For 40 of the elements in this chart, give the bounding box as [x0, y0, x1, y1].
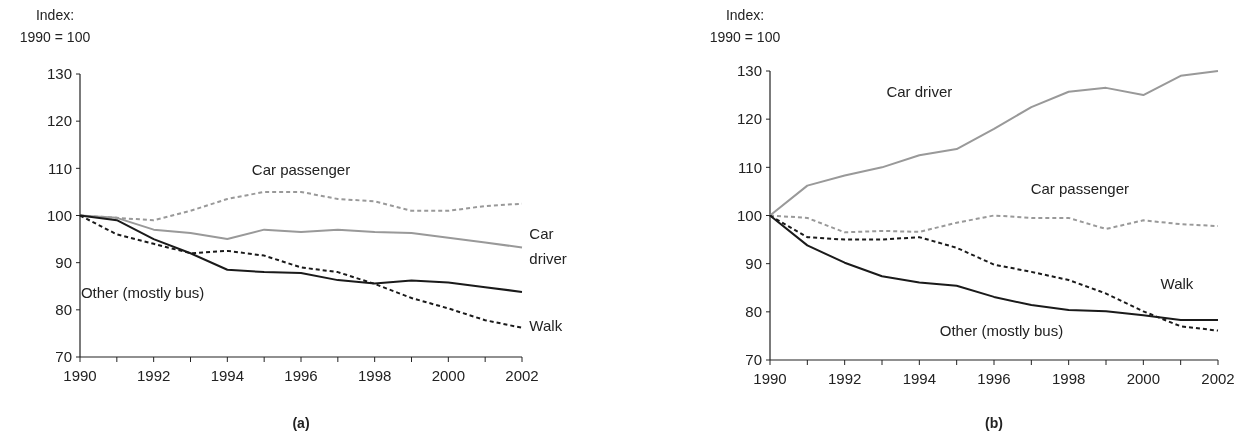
x-tick-label: 2000 [431, 367, 466, 384]
series-label: Walk [1160, 274, 1194, 292]
x-tick-label: 1990 [753, 370, 787, 387]
y-axis-title: Index: 1990 = 100 [19, 7, 91, 45]
text: (a) [292, 415, 310, 431]
text: (b) [985, 415, 1003, 431]
y-tick-label: 100 [736, 206, 762, 224]
y-tick-label: 110 [738, 158, 762, 176]
x-tick-label: 2002 [1201, 370, 1235, 387]
y-tick-label: 130 [46, 65, 72, 83]
series-label: Other (mostly bus) [939, 321, 1064, 339]
y-tick-label: 90 [55, 253, 72, 271]
y-tick-label: 80 [745, 303, 762, 321]
x-tick-label: 1996 [284, 367, 318, 384]
series-label: Walk [529, 317, 563, 335]
y-tick-label: 130 [736, 62, 762, 80]
x-tick-label: 2002 [505, 367, 539, 384]
x-tick-label: 1994 [210, 367, 245, 384]
x-tick-label: 1996 [977, 370, 1011, 387]
series-label: Other (mostly bus) [80, 284, 205, 302]
text: Car driver [886, 83, 953, 101]
series-label: Car passenger [1030, 179, 1130, 197]
y-tick-label: 80 [55, 301, 72, 319]
y-tick-label: 120 [46, 112, 72, 130]
y-tick-label: 70 [745, 351, 762, 369]
series-label: Car driver [529, 225, 567, 268]
series-label: Car passenger [251, 161, 351, 179]
y-tick-label: 120 [736, 110, 762, 128]
y-tick-label: 110 [48, 159, 72, 177]
y-tick-label: 90 [745, 254, 762, 272]
x-tick-label: 1998 [357, 367, 392, 384]
x-tick-label: 1992 [827, 370, 862, 387]
x-tick-label: 1994 [902, 370, 937, 387]
y-tick-label: 70 [55, 348, 72, 366]
x-tick-label: 2000 [1126, 370, 1161, 387]
y-axis-title: Index: 1990 = 100 [709, 7, 781, 45]
x-tick-label: 1998 [1051, 370, 1086, 387]
y-tick-label: 100 [46, 206, 72, 224]
x-tick-label: 1990 [63, 367, 97, 384]
x-tick-label: 1992 [136, 367, 171, 384]
